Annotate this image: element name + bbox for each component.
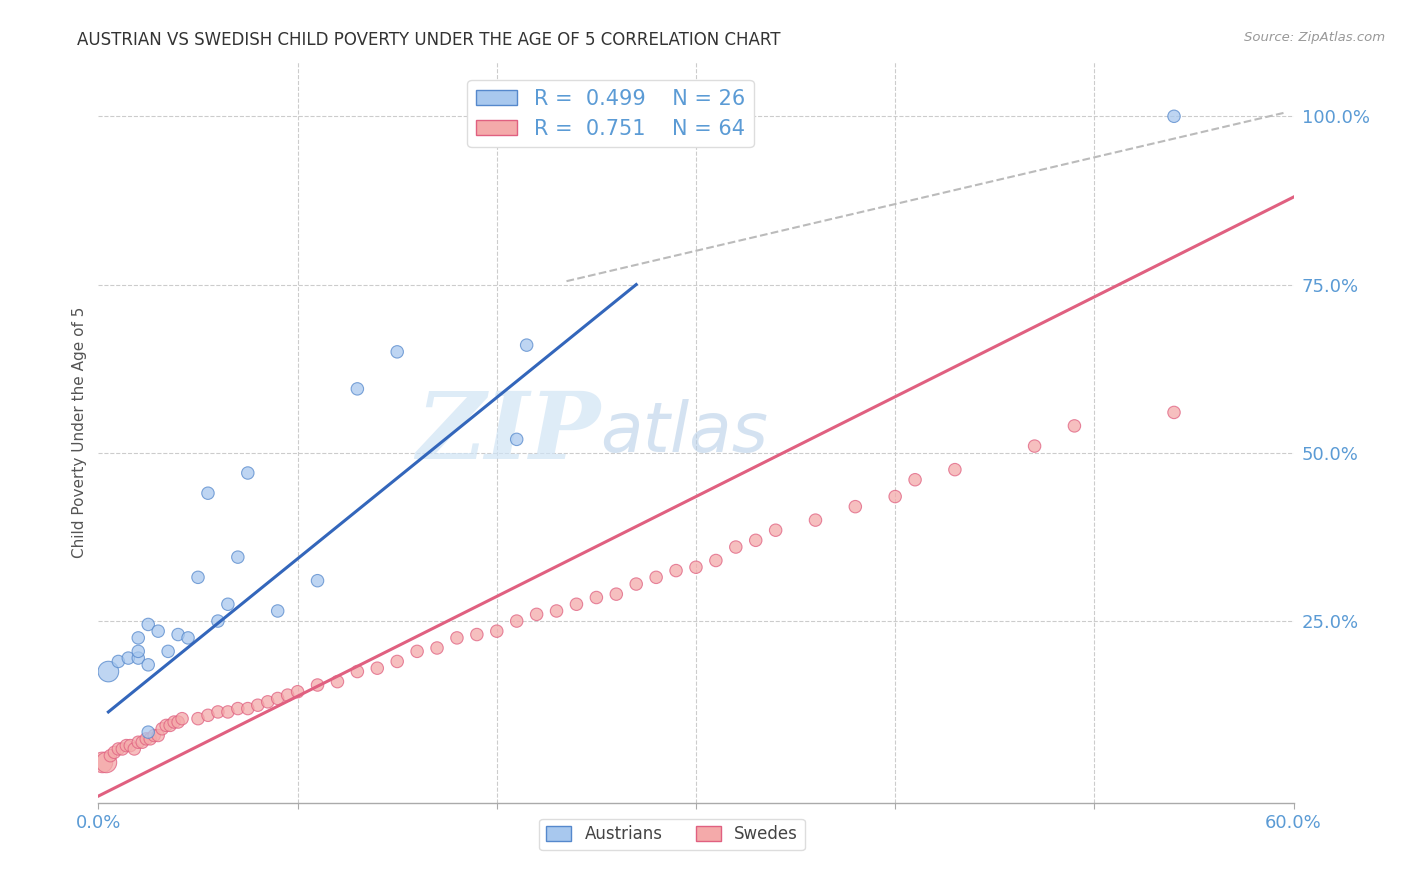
Point <box>226 550 249 565</box>
Point <box>326 674 349 689</box>
Point <box>745 533 768 548</box>
Point <box>516 338 538 352</box>
Point <box>406 644 429 658</box>
Point <box>139 731 162 746</box>
Point <box>465 627 488 641</box>
Point <box>246 698 269 713</box>
Point <box>197 708 219 723</box>
Point <box>426 640 449 655</box>
Point <box>136 657 159 672</box>
Point <box>148 624 170 639</box>
Point <box>107 655 129 669</box>
Point <box>136 617 159 632</box>
Text: atlas: atlas <box>600 399 768 467</box>
Point <box>187 570 209 584</box>
Point <box>143 729 166 743</box>
Point <box>904 473 927 487</box>
Point <box>385 344 409 359</box>
Point <box>546 604 568 618</box>
Point <box>187 712 209 726</box>
Point <box>117 651 139 665</box>
Point <box>704 553 727 567</box>
Point <box>605 587 627 601</box>
Point <box>765 523 787 537</box>
Point <box>197 486 219 500</box>
Point <box>943 462 966 476</box>
Point <box>724 540 747 554</box>
Point <box>665 564 688 578</box>
Point <box>565 597 588 611</box>
Y-axis label: Child Poverty Under the Age of 5: Child Poverty Under the Age of 5 <box>72 307 87 558</box>
Point <box>107 742 129 756</box>
Point <box>645 570 668 584</box>
Point <box>485 624 508 639</box>
Point <box>150 722 173 736</box>
Point <box>163 714 186 729</box>
Point <box>287 685 309 699</box>
Text: AUSTRIAN VS SWEDISH CHILD POVERTY UNDER THE AGE OF 5 CORRELATION CHART: AUSTRIAN VS SWEDISH CHILD POVERTY UNDER … <box>77 31 780 49</box>
Point <box>217 705 239 719</box>
Point <box>103 745 125 759</box>
Point <box>167 714 190 729</box>
Point <box>267 691 290 706</box>
Point <box>207 614 229 628</box>
Point <box>267 604 290 618</box>
Point <box>884 490 907 504</box>
Point <box>1163 109 1185 123</box>
Point <box>277 688 299 702</box>
Point <box>307 574 329 588</box>
Point <box>98 748 122 763</box>
Point <box>844 500 866 514</box>
Point <box>148 729 170 743</box>
Text: Source: ZipAtlas.com: Source: ZipAtlas.com <box>1244 31 1385 45</box>
Point <box>685 560 707 574</box>
Text: ZIP: ZIP <box>416 388 600 477</box>
Point <box>172 712 194 726</box>
Point <box>1024 439 1046 453</box>
Point <box>506 433 529 447</box>
Point <box>446 631 468 645</box>
Point <box>157 644 180 658</box>
Point <box>526 607 548 622</box>
Point <box>127 631 149 645</box>
Point <box>207 705 229 719</box>
Point <box>1063 418 1085 433</box>
Point <box>131 735 153 749</box>
Point <box>127 644 149 658</box>
Point <box>115 739 138 753</box>
Point <box>804 513 827 527</box>
Point <box>585 591 607 605</box>
Point <box>96 756 118 770</box>
Point <box>346 665 368 679</box>
Point <box>124 742 146 756</box>
Point <box>91 756 114 770</box>
Point <box>97 665 120 679</box>
Point <box>167 627 190 641</box>
Point <box>159 718 181 732</box>
Point <box>236 466 259 480</box>
Point <box>1163 405 1185 419</box>
Point <box>307 678 329 692</box>
Point <box>506 614 529 628</box>
Point <box>127 651 149 665</box>
Point <box>366 661 388 675</box>
Point <box>127 735 149 749</box>
Point <box>135 731 157 746</box>
Point <box>111 742 134 756</box>
Point <box>626 577 648 591</box>
Point <box>346 382 368 396</box>
Point <box>136 725 159 739</box>
Legend: Austrians, Swedes: Austrians, Swedes <box>540 819 804 850</box>
Point <box>226 701 249 715</box>
Point <box>256 695 278 709</box>
Point <box>217 597 239 611</box>
Point <box>120 739 142 753</box>
Point <box>177 631 200 645</box>
Point <box>236 701 259 715</box>
Point <box>155 718 177 732</box>
Point <box>385 655 409 669</box>
